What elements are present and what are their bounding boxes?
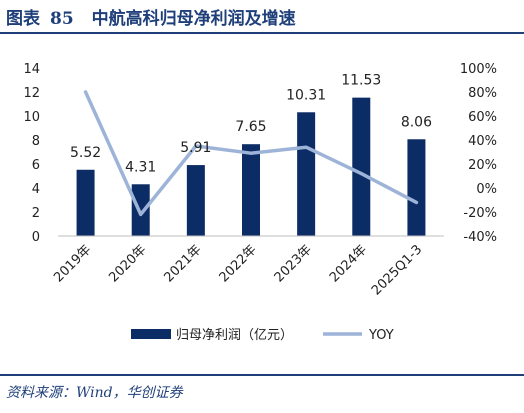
bar: [352, 97, 371, 236]
left-tick-label: 2: [32, 206, 40, 221]
data-labels: 5.52 4.31 5.91 7.65 10.31 11.53 8.06: [70, 73, 432, 176]
legend-bar-swatch: [131, 329, 171, 339]
x-tick-label: 2023年: [272, 242, 315, 285]
left-axis: 0 2 4 6 8 10 12 14: [23, 62, 40, 245]
data-label: 7.65: [235, 119, 266, 135]
data-label: 8.06: [401, 114, 432, 130]
left-tick-label: 8: [32, 134, 40, 149]
yoy-line: [83, 90, 419, 217]
right-tick-label: 20%: [468, 158, 497, 173]
figure-title-text: 中航高科归母净利润及增速: [91, 9, 296, 29]
legend-line-label: YOY: [368, 328, 394, 343]
bar: [297, 112, 316, 236]
net-profit-chart: 0 2 4 6 8 10 12 14 -40% -20% 0% 20% 40% 60% 80% 100% 5…: [23, 62, 497, 343]
x-tick-label: 2020年: [106, 242, 149, 285]
right-tick-label: -40%: [463, 230, 497, 245]
right-tick-label: -20%: [463, 206, 497, 221]
figure-title-number: 85: [50, 9, 74, 29]
yoy-line-series: [83, 90, 419, 217]
data-label: 5.52: [70, 145, 101, 161]
legend-bar-label: 归母净利润（亿元）: [176, 328, 293, 343]
right-axis: -40% -20% 0% 20% 40% 60% 80% 100%: [460, 62, 497, 245]
left-tick-label: 6: [32, 158, 40, 173]
bar-series: [76, 97, 426, 236]
source-note: 资料来源：Wind，华创证券: [6, 385, 183, 401]
x-tick-label: 2022年: [217, 242, 260, 285]
data-label: 4.31: [125, 159, 156, 175]
left-tick-label: 12: [23, 86, 40, 101]
right-tick-label: 60%: [468, 110, 497, 125]
left-tick-label: 10: [23, 110, 40, 125]
data-label: 10.31: [286, 87, 326, 103]
legend: 归母净利润（亿元） YOY: [131, 328, 394, 343]
right-tick-label: 100%: [460, 62, 497, 77]
right-tick-label: 0%: [476, 182, 497, 197]
bar: [242, 144, 260, 236]
source-rule: [0, 374, 524, 376]
bar: [186, 165, 205, 236]
title-rule: [0, 32, 524, 34]
bar: [76, 169, 95, 236]
right-tick-label: 80%: [468, 86, 497, 101]
left-tick-label: 14: [23, 62, 40, 77]
x-tick-label: 2025Q1-3: [369, 242, 425, 298]
left-tick-label: 4: [32, 182, 40, 197]
x-tick-label: 2021年: [161, 242, 204, 285]
x-tick-label: 2019年: [51, 242, 94, 285]
bar: [407, 139, 426, 236]
figure-title: 图表 85 中航高科归母净利润及增速: [6, 4, 296, 29]
data-label: 5.91: [180, 140, 211, 156]
data-label: 11.53: [341, 73, 381, 89]
right-tick-label: 40%: [468, 134, 497, 149]
x-tick-label: 2024年: [327, 242, 370, 285]
left-tick-label: 0: [32, 230, 40, 245]
figure-title-label: 图表: [6, 9, 40, 29]
